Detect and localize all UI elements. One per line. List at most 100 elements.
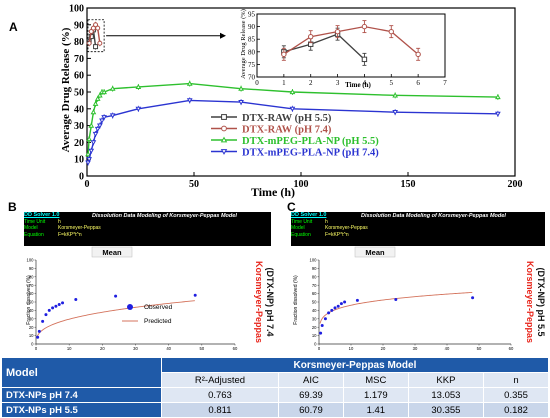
table-cell: 60.79 [278,402,344,418]
chart-b-legend-predicted-label: Predicted [144,318,172,325]
chart-a-y-tick-label: 50 [74,88,84,99]
chart-a-data-point [101,115,107,121]
chart-a-inset-y-tick-label: 80 [248,48,256,56]
chart-b-y-axis-title: Fraction dissolved (%) [26,275,32,325]
chart-c-observed-point [319,331,323,335]
table-cell: 0.355 [483,387,549,403]
chart-a-data-point [392,92,399,98]
chart-c-observed-point [336,304,340,308]
chart-a-inset-y-tick-label: 95 [248,11,256,19]
chart-b-predicted-curve [36,300,195,338]
chart-b-observed-point [54,304,58,308]
table-cell: 0.182 [483,402,549,418]
chart-b-header-row: Equation F=kKP*t^n [24,231,82,238]
chart-a-data-point [88,122,95,128]
chart-a-data-point [289,106,296,112]
chart-a-inset-x-tick-label: 2 [309,79,313,87]
chart-a-inset-data-point [388,28,394,35]
chart-b-x-tick-label: 40 [166,346,171,351]
chart-a-inset-x-tick-label: 5 [390,79,394,87]
chart-a-inset-data-point [361,56,368,63]
chart-a-data-point [101,88,107,95]
chart-a-inset-series-line [283,33,365,60]
chart-a-y-tick-label: 60 [74,71,84,82]
chart-c-side-label-main: Korsmeyer-Peppas [525,261,535,343]
chart-a-data-point [186,80,193,86]
chart-b-observed-point [74,297,78,301]
table-cell: 69.39 [278,387,344,403]
chart-b-y-tick-label: 70 [29,283,34,288]
chart-c-header-row: Time Unit h [291,218,328,225]
chart-a-y-tick-label: 10 [74,155,84,166]
chart-a-data-point [95,25,101,31]
chart-a-data-point [238,85,244,91]
table-column-header: AIC [278,372,344,388]
chart-c-observed-point [327,311,331,315]
table-cell: 30.355 [407,402,485,418]
chart-a-data-point [92,100,99,106]
chart-c-x-tick-label: 20 [381,346,386,351]
chart-a-data-point [96,92,103,98]
chart-a-data-point [135,106,142,112]
table-cell: 0.811 [160,402,280,418]
chart-a-legend-marker [220,149,228,155]
chart-b-y-tick-label: 40 [29,308,34,313]
chart-c-observed-point [343,300,347,304]
panel-label-b: B [8,200,17,214]
table-cell: 1.179 [342,387,409,403]
chart-c-y-tick-label: 30 [312,316,317,321]
chart-b-header-row: Model Korsmeyer-Peppas [24,225,101,231]
chart-c-header-title: Dissolution Data Modeling of Korsmeyer-P… [361,213,506,219]
chart-a-legend-label: DTX-mPEG-PLA-NP (pH 7.4) [242,148,379,159]
chart-c-side-label-sub: (DTX-NP) pH 5.5 [536,267,546,336]
chart-a-y-axis-title: Average Drug Release (%) [60,27,72,152]
table-row-label: DTX-NPs pH 5.5 [1,402,162,418]
chart-c-observed-point [320,324,324,328]
chart-b-y-tick-label: 0 [31,342,34,347]
table-column-header: KKP [407,372,485,388]
chart-a-data-point [86,136,92,142]
chart-a-inset-x-tick-label: 7 [443,79,447,87]
chart-c-x-tick-label: 0 [318,346,321,351]
table-column-header: MSC [342,372,409,388]
chart-a-x-axis-title: Time (h) [251,185,295,199]
chart-a-y-tick-label: 0 [79,172,84,183]
chart-a-inset-x-tick-label: 0 [255,79,259,87]
chart-b-observed-point [47,308,51,312]
chart-c-y-tick-label: 70 [312,283,317,288]
chart-b-y-tick-label: 100 [27,258,35,263]
chart-a-data-point [94,126,101,132]
chart-a-inset-y-tick-label: 70 [248,74,256,82]
chart-b-app-name: DD Solver 1.0 [24,212,60,218]
chart-a-data-point [93,44,99,50]
chart-c-observed-point [330,308,334,312]
chart-a-inset-y-tick-label: 85 [248,36,256,44]
chart-a-x-tick-label: 50 [189,179,199,190]
chart-a-data-point [96,123,103,129]
chart-a-inset-y-tick-label: 75 [248,61,256,69]
chart-c-observed-point [355,298,359,302]
chart-a-data-point [90,140,97,146]
chart-c-observed-point [394,297,398,301]
chart-a-x-tick-label: 100 [294,179,309,190]
chart-a-data-point [109,113,116,119]
chart-a-data-point [289,88,296,95]
chart-c-x-tick-label: 60 [509,346,514,351]
chart-c-observed-point [471,296,475,300]
table-header-model: Model [1,357,162,388]
chart-c-y-tick-label: 10 [312,333,317,338]
chart-a-data-point [495,111,501,117]
chart-b: 0 10 20 30 40 50 60 70 80 90 100 0 10 20 30 40 50 60 Obse… [24,246,274,352]
chart-b-y-tick-label: 20 [29,325,34,330]
chart-a-y-tick-label: 100 [69,4,84,15]
chart-b-header-row: Time Unit h [24,218,61,225]
chart-b-observed-point [37,329,41,333]
chart-a-y-tick-label: 80 [74,37,84,48]
chart-c-x-tick-label: 40 [445,346,450,351]
chart-b-observed-point [114,294,118,298]
chart-a-inset-data-point [308,33,314,40]
chart-c-y-tick-label: 20 [312,325,317,330]
table-cell: 0.763 [160,387,280,403]
chart-a-data-point [88,29,94,35]
panel-label-c: C [287,200,296,214]
